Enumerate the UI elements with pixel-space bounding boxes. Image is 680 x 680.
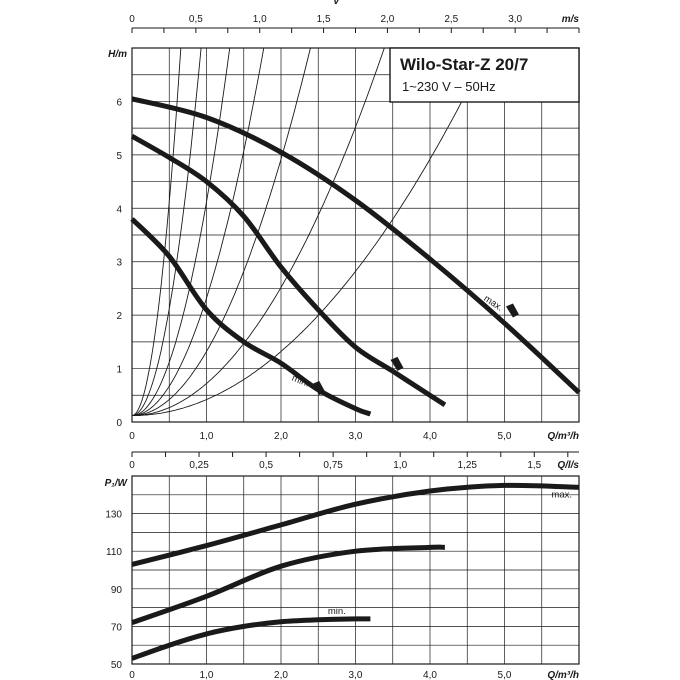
y-tick-label: 50 [111, 660, 123, 671]
min-power-label: min. [328, 606, 346, 617]
power-chart: max. min. 0 1,0 2,0 3,0 4,0 5,0 50 70 90 110 130 0 0,… [105, 451, 580, 680]
velocity-tick-label: 0 [129, 14, 135, 25]
min-speed-marker [312, 380, 326, 395]
flow-ls-tick-label: 1,0 [393, 460, 407, 471]
velocity-tick-label: 2,0 [380, 14, 394, 25]
power-chart-axes: 0 1,0 2,0 3,0 4,0 5,0 50 70 90 110 130 0 0,25 0,5 0,75… [105, 451, 579, 680]
velocity-unit-label: m/s [562, 14, 580, 25]
mid-power-curve [131, 544, 445, 625]
x-tick-label: 3,0 [349, 431, 363, 442]
head-curves [130, 96, 581, 417]
max-power-curve [131, 482, 580, 567]
y-tick-label: 130 [105, 510, 122, 521]
system-curve [132, 48, 265, 417]
flow-ls-unit-label: Q/l/s [557, 460, 579, 471]
title-box-frame [389, 47, 580, 103]
x-tick-label: 5,0 [498, 431, 512, 442]
velocity-tick-label: 3,0 [508, 14, 522, 25]
head-chart-axes: 0 1,0 2,0 3,0 4,0 5,0 0 1 2 3 4 5 6 0 0,5 1,0 1,5 2,0 2,5 3… [108, 0, 580, 442]
chart-subtitle: 1~230 V – 50Hz [402, 79, 496, 94]
system-curve-group [132, 48, 490, 417]
velocity-symbol: v [334, 0, 341, 7]
x-tick-label: 2,0 [274, 431, 288, 442]
y-tick-label: 0 [116, 418, 122, 429]
system-curves [132, 48, 490, 417]
y-tick-label: 90 [111, 585, 123, 596]
system-curve [132, 48, 311, 417]
head-chart-grid [132, 48, 579, 422]
flow-ls-tick-label: 0,75 [323, 460, 343, 471]
x-axis-label: Q/m³/h [547, 431, 579, 442]
power-chart-grid [132, 476, 579, 664]
velocity-tick-label: 1,0 [253, 14, 267, 25]
system-curve [132, 48, 231, 417]
velocity-tick-label: 1,5 [317, 14, 331, 25]
x-tick-label: 3,0 [349, 670, 363, 680]
x-tick-label: 1,0 [200, 431, 214, 442]
y-tick-label: 2 [116, 311, 122, 322]
max-power-label: max. [551, 490, 572, 501]
min-curve-label: min. [290, 373, 311, 390]
min-power-curve [131, 616, 371, 661]
flow-ls-tick-label: 0 [129, 460, 135, 471]
y-tick-label: 70 [111, 622, 123, 633]
flow-ls-tick-label: 1,25 [458, 460, 478, 471]
velocity-tick-label: 0,5 [189, 14, 203, 25]
x-tick-label: 4,0 [423, 431, 437, 442]
y-tick-label: 1 [116, 365, 122, 376]
system-curve [132, 48, 490, 417]
y-tick-label: 6 [116, 97, 122, 108]
x-tick-label: 2,0 [274, 670, 288, 680]
x-tick-label: 0 [129, 431, 135, 442]
x-tick-label: 5,0 [498, 670, 512, 680]
flow-ls-tick-label: 1,5 [527, 460, 541, 471]
y-tick-label: 5 [116, 151, 122, 162]
system-curve [132, 48, 202, 416]
mid-head-curve [130, 134, 447, 408]
x-tick-label: 4,0 [423, 670, 437, 680]
x-tick-label: 0 [129, 670, 135, 680]
power-chart-frame [131, 475, 580, 665]
head-chart-frame [131, 47, 580, 423]
system-curve [132, 48, 182, 416]
y-axis-label: H/m [108, 49, 127, 60]
y-axis-label: P₁/W [105, 478, 129, 489]
y-tick-label: 4 [116, 204, 122, 215]
min-head-curve [130, 217, 372, 417]
y-tick-label: 3 [116, 258, 122, 269]
flow-ls-tick-label: 0,25 [189, 460, 209, 471]
flow-ls-tick-label: 0,5 [259, 460, 273, 471]
system-curve [132, 48, 385, 417]
y-tick-label: 110 [106, 547, 122, 558]
x-tick-label: 1,0 [200, 670, 214, 680]
max-speed-marker [505, 303, 519, 318]
power-curves: max. min. [131, 482, 580, 661]
title-box: Wilo-Star-Z 20/7 1~230 V – 50Hz [389, 47, 580, 103]
velocity-tick-label: 2,5 [444, 14, 458, 25]
chart-title: Wilo-Star-Z 20/7 [400, 55, 528, 74]
mid-speed-marker [390, 356, 404, 371]
x-axis-label: Q/m³/h [547, 670, 579, 680]
max-head-curve [131, 96, 581, 395]
